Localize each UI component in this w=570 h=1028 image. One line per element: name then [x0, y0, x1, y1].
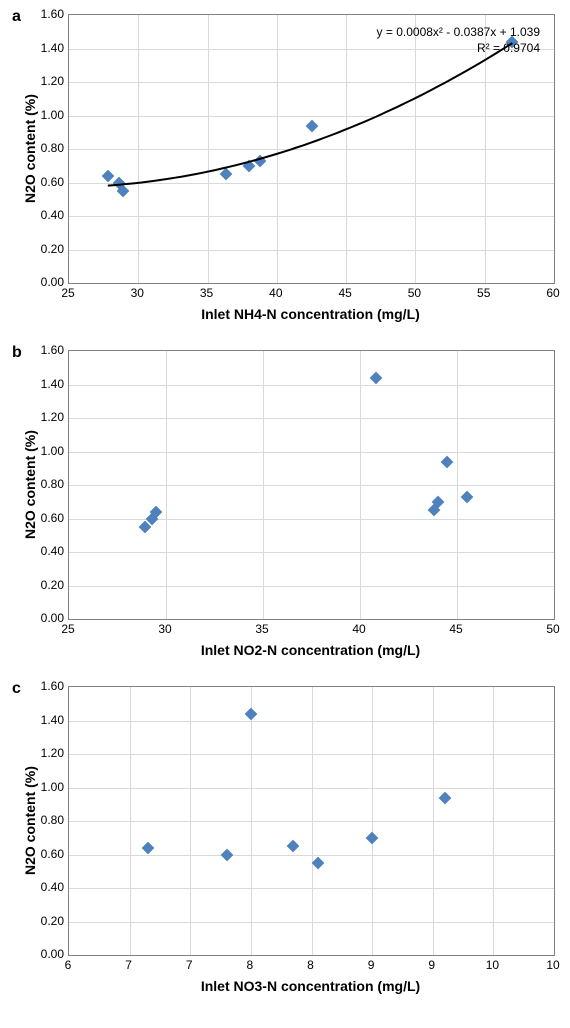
x-tick-label: 55 [477, 286, 490, 300]
data-point [245, 707, 258, 720]
gridline [69, 788, 554, 789]
gridline [69, 821, 554, 822]
plot-area: y = 0.0008x² - 0.0387x + 1.039R² = 0.970… [68, 14, 555, 284]
x-tick-label: 35 [255, 622, 268, 636]
x-axis-label: Inlet NO2-N concentration (mg/L) [191, 642, 431, 658]
data-point [366, 831, 379, 844]
x-tick-label: 6 [65, 958, 72, 972]
x-tick-label: 30 [158, 622, 171, 636]
gridline [69, 485, 554, 486]
y-tick-label: 1.20 [32, 746, 64, 760]
chart-panel-b: b2530354045500.000.200.400.600.801.001.2… [8, 344, 562, 674]
gridline [69, 586, 554, 587]
gridline [69, 721, 554, 722]
x-tick-label: 60 [546, 286, 559, 300]
x-tick-label: 40 [352, 622, 365, 636]
data-point [369, 371, 382, 384]
equation-text: y = 0.0008x² - 0.0387x + 1.039R² = 0.970… [377, 25, 540, 56]
gridline [69, 385, 554, 386]
y-axis-label: N2O content (%) [22, 94, 38, 203]
x-tick-label: 7 [186, 958, 193, 972]
y-axis-label: N2O content (%) [22, 430, 38, 539]
y-tick-label: 1.40 [32, 713, 64, 727]
panel-label: b [12, 344, 22, 362]
panel-label: c [12, 680, 21, 698]
x-axis-label: Inlet NH4-N concentration (mg/L) [191, 306, 431, 322]
y-tick-label: 1.60 [32, 343, 64, 357]
data-point [220, 848, 233, 861]
gridline [69, 754, 554, 755]
gridline [69, 519, 554, 520]
y-tick-label: 1.40 [32, 377, 64, 391]
y-tick-label: 1.40 [32, 41, 64, 55]
gridline [69, 452, 554, 453]
x-tick-label: 9 [368, 958, 375, 972]
y-tick-label: 0.00 [32, 947, 64, 961]
y-tick-label: 1.60 [32, 679, 64, 693]
x-tick-label: 45 [338, 286, 351, 300]
x-tick-label: 8 [307, 958, 314, 972]
y-tick-label: 0.00 [32, 611, 64, 625]
plot-area [68, 350, 555, 620]
x-tick-label: 9 [428, 958, 435, 972]
y-tick-label: 1.20 [32, 410, 64, 424]
data-point [141, 841, 154, 854]
x-tick-label: 8 [247, 958, 254, 972]
gridline [69, 855, 554, 856]
x-tick-label: 40 [269, 286, 282, 300]
gridline [69, 418, 554, 419]
x-tick-label: 10 [486, 958, 499, 972]
x-tick-label: 10 [546, 958, 559, 972]
data-point [287, 840, 300, 853]
data-point [439, 791, 452, 804]
gridline [69, 552, 554, 553]
gridline [69, 922, 554, 923]
y-axis-label: N2O content (%) [22, 766, 38, 875]
data-point [460, 490, 473, 503]
y-tick-label: 0.20 [32, 578, 64, 592]
data-point [441, 455, 454, 468]
x-tick-label: 35 [200, 286, 213, 300]
y-tick-label: 0.40 [32, 880, 64, 894]
data-point [311, 857, 324, 870]
y-tick-label: 0.20 [32, 914, 64, 928]
x-tick-label: 45 [449, 622, 462, 636]
x-tick-label: 50 [546, 622, 559, 636]
y-tick-label: 0.40 [32, 208, 64, 222]
y-tick-label: 1.20 [32, 74, 64, 88]
chart-panel-c: c677889910100.000.200.400.600.801.001.20… [8, 680, 562, 1010]
x-tick-label: 7 [125, 958, 132, 972]
x-tick-label: 30 [131, 286, 144, 300]
chart-panel-a: a25303540455055600.000.200.400.600.801.0… [8, 8, 562, 338]
x-axis-label: Inlet NO3-N concentration (mg/L) [191, 978, 431, 994]
x-tick-label: 50 [408, 286, 421, 300]
gridline [69, 888, 554, 889]
y-tick-label: 0.40 [32, 544, 64, 558]
panel-label: a [12, 8, 21, 26]
plot-area [68, 686, 555, 956]
y-tick-label: 0.20 [32, 242, 64, 256]
y-tick-label: 1.60 [32, 7, 64, 21]
y-tick-label: 0.00 [32, 275, 64, 289]
